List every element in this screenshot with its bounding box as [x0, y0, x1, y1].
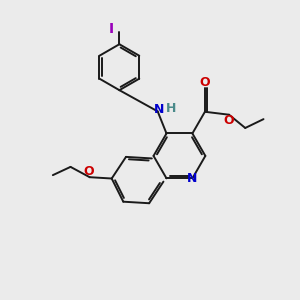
Text: O: O	[83, 165, 94, 178]
Text: O: O	[200, 76, 210, 89]
Text: I: I	[109, 22, 114, 36]
Text: H: H	[166, 102, 176, 115]
Text: O: O	[224, 114, 234, 127]
Text: N: N	[187, 172, 198, 185]
Text: N: N	[154, 103, 164, 116]
